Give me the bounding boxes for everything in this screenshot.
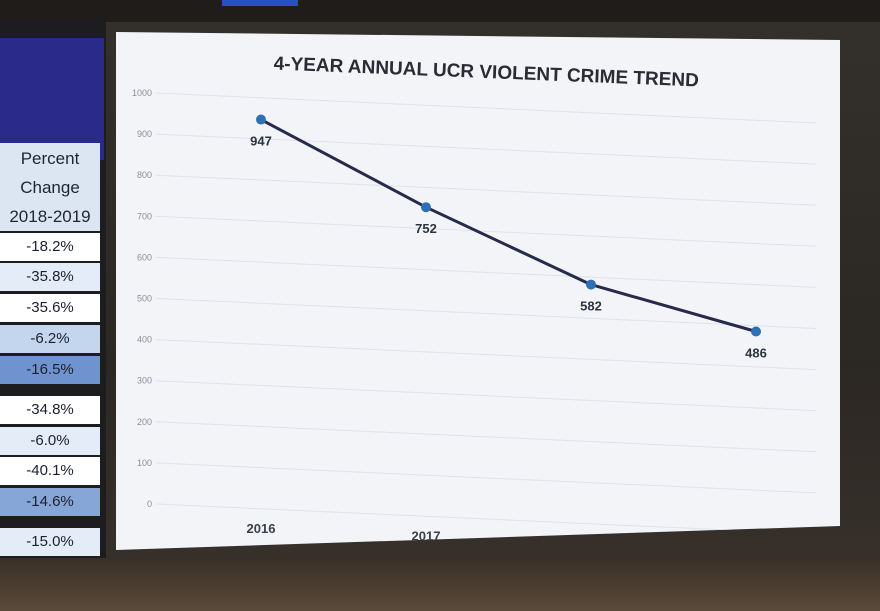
data-label: 486 <box>745 346 767 361</box>
percent-change-cell: -6.2% <box>0 325 100 353</box>
percent-change-cell: -18.2% <box>0 233 100 261</box>
header-line: Percent <box>20 148 80 168</box>
data-label: 582 <box>580 299 602 314</box>
gridline <box>155 462 817 494</box>
y-tick-label: 800 <box>137 170 152 180</box>
gridline <box>155 339 817 371</box>
percent-change-cell: -16.5% <box>0 356 100 384</box>
gridline <box>155 298 817 329</box>
series-line <box>260 118 757 333</box>
x-category-label: 2016 <box>247 521 276 536</box>
top-bezel <box>0 0 880 22</box>
chart-screen: 0 100 200 300 400 500 600 700 800 900 1000 2016 201… <box>116 32 840 550</box>
data-point-marker <box>256 114 266 125</box>
y-tick-label: 0 <box>147 499 152 509</box>
gridline <box>155 133 817 165</box>
data-point-marker <box>586 279 596 290</box>
gridline <box>155 215 817 247</box>
data-point-marker <box>751 326 761 337</box>
gridline <box>155 174 817 206</box>
percent-change-cell: -6.0% <box>0 427 100 455</box>
y-tick-label: 900 <box>137 129 152 139</box>
table-header: Percent Change 2018-2019 <box>0 143 100 231</box>
data-label: 947 <box>250 134 272 149</box>
header-line: 2018-2019 <box>9 206 91 226</box>
gridline <box>155 256 817 288</box>
gridline <box>155 380 817 412</box>
data-label: 752 <box>415 221 437 236</box>
top-blue-sliver <box>222 0 298 6</box>
data-point-marker <box>421 202 431 213</box>
gridline <box>155 503 817 535</box>
y-tick-label: 300 <box>137 376 152 386</box>
y-tick-label: 100 <box>137 458 152 468</box>
percent-change-cell: -35.6% <box>0 294 100 322</box>
gridline <box>155 421 817 453</box>
gridline <box>155 92 817 124</box>
percent-change-cell: -14.6% <box>0 488 100 516</box>
header-line: Change <box>20 177 80 197</box>
y-tick-label: 1000 <box>132 88 152 98</box>
y-tick-label: 400 <box>137 335 152 345</box>
y-tick-label: 700 <box>137 211 152 221</box>
percent-change-cell: -35.8% <box>0 263 100 291</box>
y-tick-label: 200 <box>137 417 152 427</box>
room-floor <box>0 560 880 611</box>
y-tick-label: 600 <box>137 252 152 262</box>
table-blue-header-block <box>0 38 104 160</box>
y-tick-label: 500 <box>137 294 152 304</box>
percent-change-cell: -15.0% <box>0 528 100 556</box>
chart-title: 4-YEAR ANNUAL UCR VIOLENT CRIME TREND <box>273 53 699 91</box>
percent-change-cell: -34.8% <box>0 396 100 424</box>
percent-change-cell: -40.1% <box>0 457 100 485</box>
